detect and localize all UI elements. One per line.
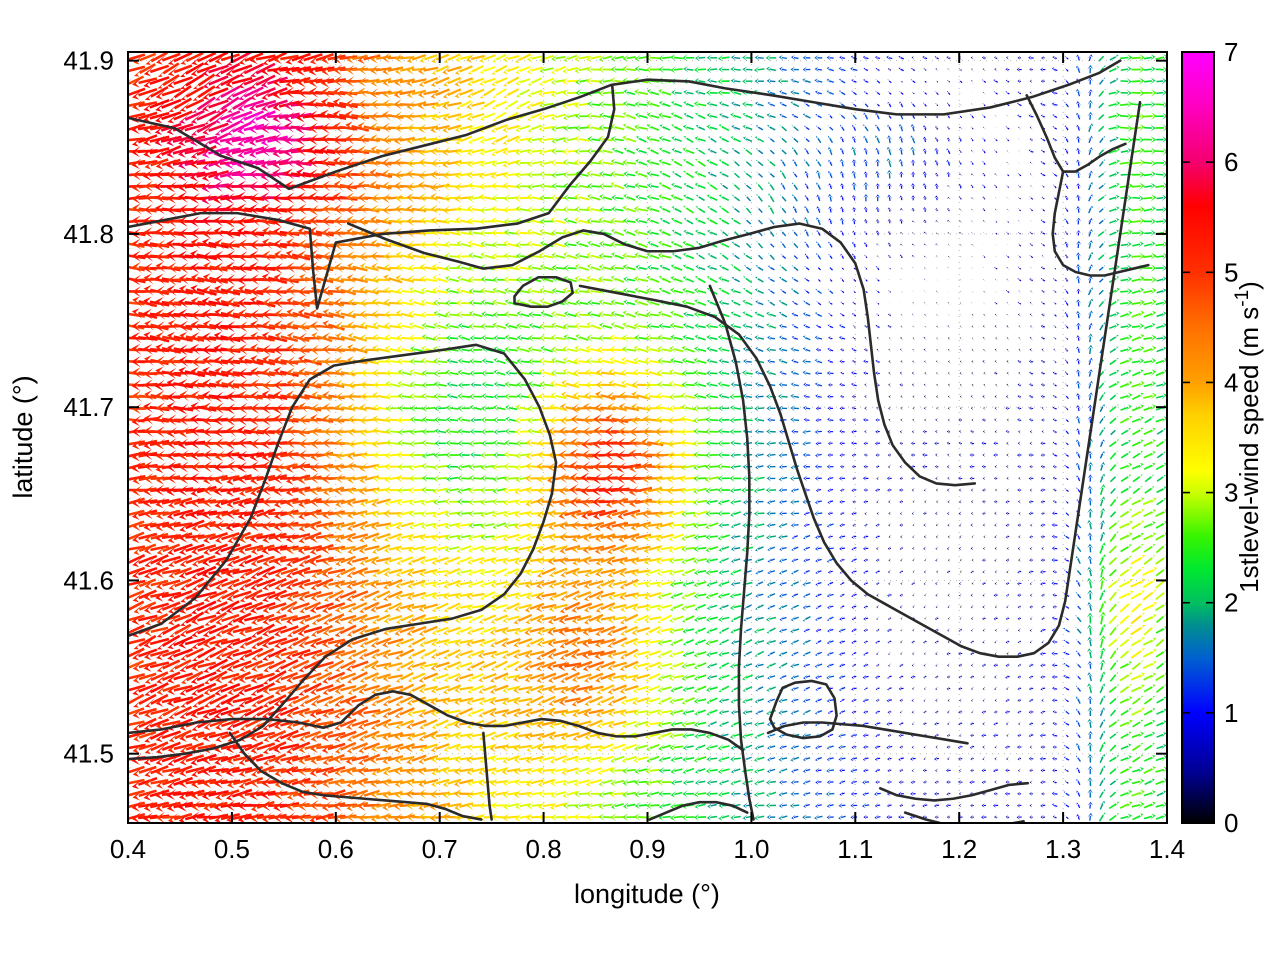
coastline-path bbox=[768, 679, 838, 740]
x-tick-label: 0.7 bbox=[422, 834, 458, 864]
coastline-path bbox=[878, 781, 1030, 802]
vector-field bbox=[128, 52, 1167, 823]
x-tick-label: 0.5 bbox=[214, 834, 250, 864]
x-tick-label: 1.1 bbox=[837, 834, 873, 864]
x-tick-label: 1.2 bbox=[941, 834, 977, 864]
x-tick-label: 0.4 bbox=[110, 834, 146, 864]
colorbar-title-tail: ) bbox=[1234, 281, 1264, 290]
colorbar-tick-label: 5 bbox=[1224, 257, 1238, 287]
coastline-path bbox=[513, 275, 574, 308]
plot-frame bbox=[127, 51, 1168, 824]
colorbar-tick-label: 3 bbox=[1224, 478, 1238, 508]
coastline-overlay bbox=[128, 59, 1150, 823]
coastline-path bbox=[482, 731, 493, 821]
colorbar-gradient bbox=[1181, 51, 1215, 824]
coastline-path bbox=[128, 690, 745, 752]
x-axis-ticks: 0.4 0.5 0.6 0.7 0.8 0.9 1.0 1.1 1.2 1.3 1.4 bbox=[110, 52, 1185, 864]
x-tick-label: 0.9 bbox=[629, 834, 665, 864]
coastline-path bbox=[128, 83, 616, 310]
coastline-path bbox=[346, 222, 977, 487]
coastline-path bbox=[1025, 94, 1127, 173]
colorbar-tick-label: 4 bbox=[1224, 367, 1238, 397]
coastline-path bbox=[903, 811, 1025, 823]
colorbar-ticks: 0 1 2 3 4 5 6 7 bbox=[1182, 37, 1238, 838]
y-axis-title: latitude (°) bbox=[8, 375, 38, 498]
colorbar-title-exponent: -1 bbox=[1232, 290, 1253, 307]
x-axis-title: longitude (°) bbox=[574, 879, 720, 909]
colorbar-tick-label: 2 bbox=[1224, 588, 1238, 618]
coastline-path bbox=[1051, 170, 1150, 277]
x-tick-label: 0.8 bbox=[526, 834, 562, 864]
coastline-path bbox=[128, 59, 1122, 191]
y-tick-label: 41.8 bbox=[63, 219, 114, 249]
x-tick-label: 1.4 bbox=[1149, 834, 1185, 864]
x-tick-label: 0.6 bbox=[318, 834, 354, 864]
x-tick-label: 1.0 bbox=[733, 834, 769, 864]
y-tick-label: 41.5 bbox=[63, 739, 114, 769]
y-axis-ticks: 41.5 41.6 41.7 41.8 41.9 bbox=[63, 46, 1167, 769]
colorbar-title-main: 1stlevel-wind speed (m s bbox=[1234, 307, 1264, 593]
y-tick-label: 41.9 bbox=[63, 46, 114, 76]
coastline-path bbox=[128, 343, 558, 761]
colorbar-tick-label: 1 bbox=[1224, 698, 1238, 728]
coastline-path bbox=[578, 100, 1142, 658]
colorbar-tick-label: 0 bbox=[1224, 808, 1238, 838]
colorbar-tick-label: 7 bbox=[1224, 37, 1238, 67]
x-tick-label: 1.3 bbox=[1045, 834, 1081, 864]
colorbar-title: 1stlevel-wind speed (m s-1) bbox=[1232, 281, 1264, 593]
colorbar-title-text: 1stlevel-wind speed (m s-1) bbox=[1232, 281, 1264, 593]
y-tick-label: 41.6 bbox=[63, 565, 114, 595]
coastline-path bbox=[766, 721, 969, 745]
gridlines bbox=[128, 52, 1167, 823]
coastline-path bbox=[648, 800, 749, 821]
colorbar-tick-label: 6 bbox=[1224, 147, 1238, 177]
coastline-path bbox=[708, 284, 755, 821]
coastline-path bbox=[228, 731, 483, 821]
y-tick-label: 41.7 bbox=[63, 392, 114, 422]
